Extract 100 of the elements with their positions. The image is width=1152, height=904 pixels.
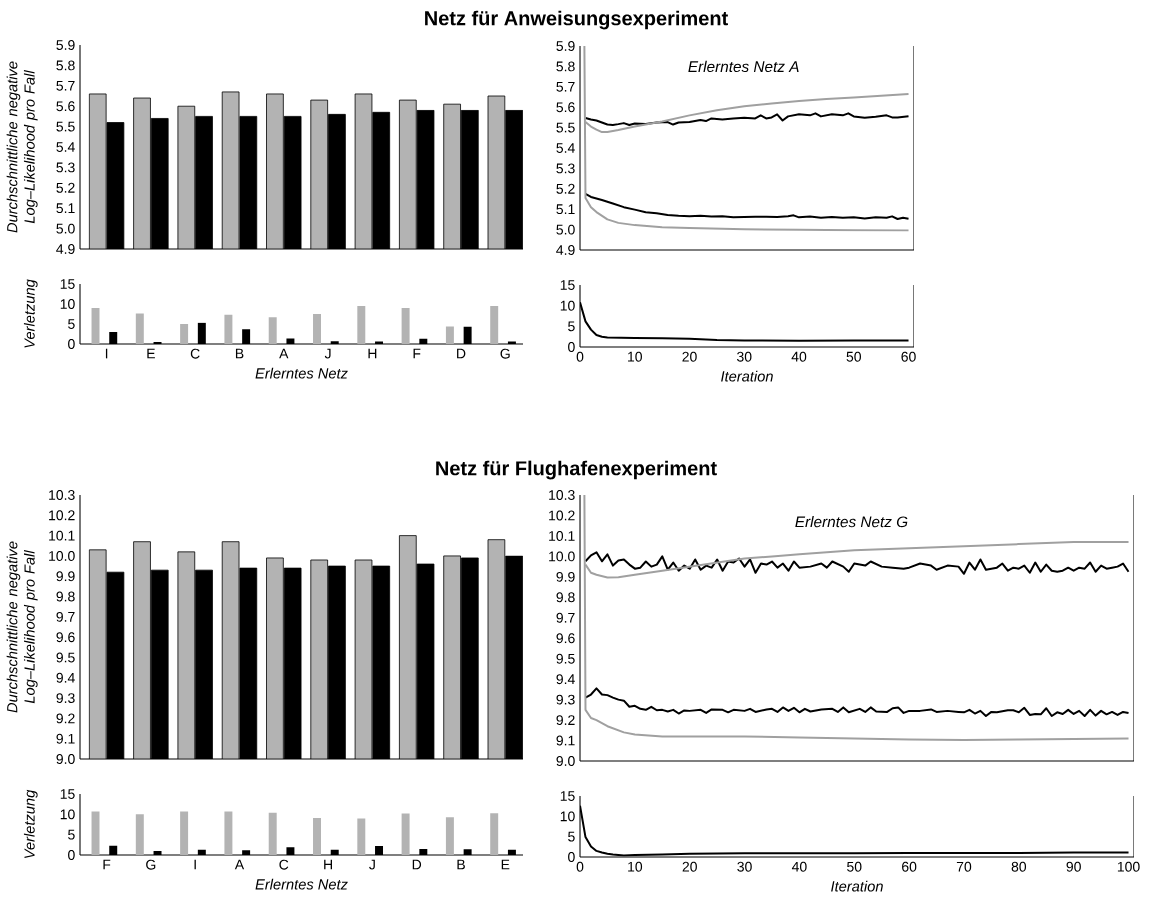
x-tick-label: A bbox=[279, 348, 289, 359]
y-tick-label: 9.8 bbox=[56, 591, 75, 602]
x-tick-label: J bbox=[369, 859, 375, 870]
y-tick-label: 0 bbox=[68, 339, 75, 349]
y-tick-label: 5 bbox=[68, 319, 75, 329]
y-tick-label: 5.3 bbox=[56, 162, 75, 173]
x-tick-label: 0 bbox=[576, 351, 584, 362]
x-tick-label: A bbox=[234, 859, 245, 870]
x-axis-title: Erlerntes Netz bbox=[255, 367, 348, 379]
x-tick-label: C bbox=[190, 348, 200, 359]
y-tick-label: 5.6 bbox=[556, 102, 575, 113]
x-axis-title: Iteration bbox=[831, 880, 883, 892]
x-tick-label: 70 bbox=[956, 861, 972, 872]
x-tick-label: 60 bbox=[901, 351, 916, 362]
y-tick-label: 10.0 bbox=[49, 550, 75, 561]
x-tick-label: B bbox=[235, 348, 244, 359]
y-tick-label: 15 bbox=[60, 789, 75, 799]
x-tick-label: F bbox=[103, 859, 111, 870]
x-tick-label: 80 bbox=[1011, 861, 1027, 872]
x-axis-title: Erlerntes Netz bbox=[255, 878, 348, 890]
x-tick-label: G bbox=[146, 859, 156, 870]
y-tick-label: 9.2 bbox=[56, 713, 75, 724]
y-tick-label: 10.3 bbox=[49, 490, 75, 500]
y-tick-label: 9.8 bbox=[556, 592, 575, 603]
x-tick-label: 20 bbox=[682, 861, 697, 872]
y-tick-label: 5.5 bbox=[56, 121, 75, 132]
x-tick-label: 0 bbox=[576, 861, 584, 872]
x-tick-label: 90 bbox=[1066, 861, 1081, 872]
y-tick-label: 5.2 bbox=[556, 183, 575, 194]
y-tick-label: 5.9 bbox=[556, 41, 575, 51]
x-tick-label: 50 bbox=[846, 351, 862, 362]
y-axis-title: Verletzung bbox=[23, 279, 38, 348]
x-tick-label: E bbox=[501, 859, 510, 870]
x-tick-label: C bbox=[279, 859, 289, 870]
x-tick-label: 40 bbox=[791, 351, 807, 362]
x-tick-label: H bbox=[368, 348, 377, 359]
y-tick-label: 9.6 bbox=[56, 632, 75, 643]
x-tick-label: H bbox=[324, 859, 332, 870]
y-tick-label: 4.9 bbox=[56, 244, 75, 254]
y-tick-label: 10.2 bbox=[549, 510, 575, 521]
y-tick-label: 10.3 bbox=[549, 490, 575, 500]
x-tick-label: 10 bbox=[628, 351, 642, 362]
x-tick-label: G bbox=[500, 348, 510, 359]
x-tick-label: 30 bbox=[737, 861, 752, 872]
y-tick-label: 9.2 bbox=[556, 715, 575, 726]
y-tick-label: 5.0 bbox=[56, 223, 75, 234]
x-tick-label: 40 bbox=[791, 861, 807, 872]
y-tick-label: 15 bbox=[60, 279, 75, 289]
x-tick-label: 100 bbox=[1117, 861, 1140, 872]
y-axis-title: Durchschnittliche negative Log–Likelihood pro Fall bbox=[6, 61, 38, 233]
y-tick-label: 4.9 bbox=[556, 245, 575, 255]
y-tick-label: 5.1 bbox=[556, 204, 575, 215]
annotation: Erlerntes Netz G bbox=[795, 515, 908, 528]
x-tick-label: I bbox=[194, 859, 196, 870]
y-tick-label: 9.4 bbox=[56, 672, 75, 683]
y-tick-label: 15 bbox=[560, 791, 575, 801]
annotation: Erlerntes Netz A bbox=[688, 60, 799, 73]
y-tick-label: 9.6 bbox=[556, 633, 575, 644]
y-tick-label: 9.4 bbox=[556, 674, 575, 685]
y-axis-title: Durchschnittliche negative Log–Likelihood pro Fall bbox=[6, 541, 38, 713]
y-tick-label: 10 bbox=[560, 300, 575, 311]
x-tick-label: I bbox=[105, 348, 108, 359]
y-tick-label: 5.1 bbox=[56, 203, 75, 214]
text: Netz für Flughafenexperiment bbox=[436, 460, 717, 480]
x-tick-label: E bbox=[147, 348, 155, 359]
y-tick-label: 9.9 bbox=[556, 571, 575, 582]
y-tick-label: 5 bbox=[568, 831, 575, 842]
text: Netz für Anweisungsexperiment bbox=[425, 10, 728, 30]
y-tick-label: 9.7 bbox=[56, 611, 75, 622]
y-tick-label: 9.5 bbox=[556, 653, 575, 664]
y-tick-label: 9.5 bbox=[56, 652, 75, 663]
y-tick-label: 5 bbox=[568, 321, 575, 332]
y-tick-label: 5.8 bbox=[56, 60, 75, 71]
y-tick-label: 5.4 bbox=[556, 143, 575, 153]
y-tick-label: 9.0 bbox=[556, 756, 575, 766]
y-tick-label: 9.1 bbox=[56, 733, 75, 744]
y-tick-label: 5.6 bbox=[56, 101, 75, 112]
y-tick-label: 9.0 bbox=[56, 754, 75, 764]
y-tick-label: 5.9 bbox=[56, 40, 75, 50]
y-tick-label: 5.7 bbox=[56, 80, 75, 91]
y-tick-label: 10 bbox=[60, 809, 75, 820]
y-tick-label: 0 bbox=[68, 850, 75, 860]
y-tick-label: 9.3 bbox=[56, 693, 75, 704]
y-tick-label: 9.7 bbox=[556, 612, 575, 623]
y-tick-label: 0 bbox=[568, 852, 575, 862]
x-tick-label: 10 bbox=[628, 861, 643, 872]
x-tick-label: 20 bbox=[682, 351, 697, 362]
x-axis-title: Iteration bbox=[721, 370, 773, 382]
y-tick-label: 5.8 bbox=[556, 61, 575, 72]
y-tick-label: 5.7 bbox=[556, 81, 575, 92]
x-tick-label: F bbox=[413, 348, 421, 359]
y-tick-label: 10 bbox=[60, 299, 75, 309]
y-tick-label: 5.4 bbox=[56, 142, 75, 152]
x-tick-label: J bbox=[324, 348, 331, 359]
x-tick-label: 50 bbox=[847, 861, 862, 872]
y-tick-label: 10.0 bbox=[549, 551, 575, 562]
y-tick-label: 5.0 bbox=[556, 224, 575, 235]
x-tick-label: D bbox=[457, 348, 466, 359]
y-tick-label: 9.3 bbox=[556, 694, 575, 705]
y-tick-label: 9.9 bbox=[56, 571, 75, 582]
